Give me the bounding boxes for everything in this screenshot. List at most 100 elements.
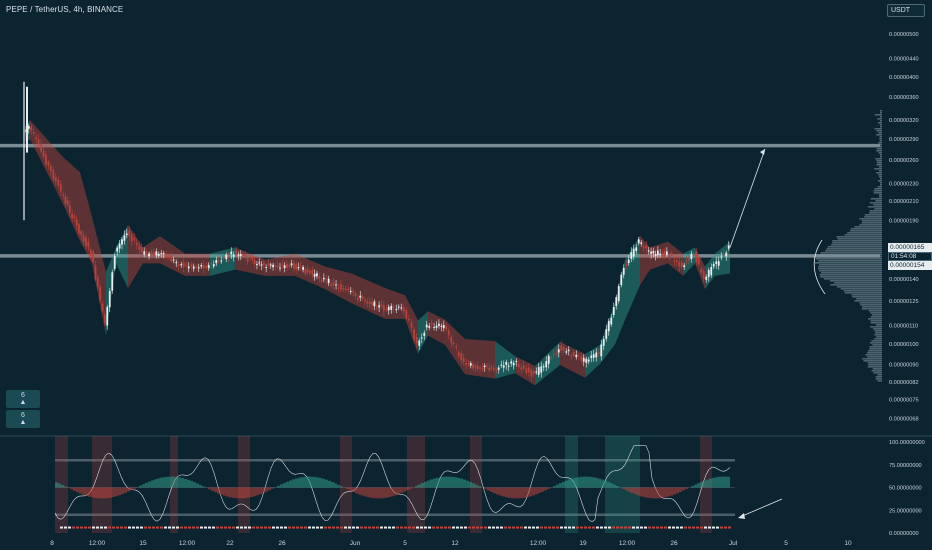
osc-line-segment <box>219 493 224 502</box>
candle-body <box>215 260 218 264</box>
volume-profile-bar <box>873 328 882 330</box>
osc-fill <box>238 487 241 499</box>
indicator-toggle-1[interactable]: 6 ▲ <box>6 390 40 408</box>
osc-fill <box>79 487 82 494</box>
osc-fill <box>625 487 628 491</box>
osc-fill <box>160 477 163 488</box>
osc-fill <box>214 487 217 493</box>
signal-dot <box>580 526 583 529</box>
candle-body <box>602 339 605 346</box>
candle-body <box>617 286 620 301</box>
candle-body <box>225 254 228 260</box>
osc-fill <box>499 487 502 496</box>
candle-body <box>290 263 293 266</box>
osc-fill <box>82 487 85 495</box>
candle-body <box>535 371 538 373</box>
candle-body <box>210 263 213 265</box>
osc-line-segment <box>675 502 680 507</box>
osc-fill <box>265 487 268 492</box>
price-axis-label: 0.00000440 <box>889 56 919 62</box>
candle-body <box>428 326 431 328</box>
indicator-toggle-2[interactable]: 6 ▲ <box>6 410 40 428</box>
osc-line-segment <box>591 519 596 522</box>
signal-dot <box>416 526 419 529</box>
signal-dot <box>396 526 399 529</box>
volume-profile-bar <box>859 224 882 226</box>
osc-line-segment <box>387 481 392 489</box>
osc-line-segment <box>96 467 101 478</box>
osc-line-segment <box>579 497 584 507</box>
osc-fill <box>211 487 214 491</box>
volume-profile-bar <box>831 244 882 246</box>
time-axis-label: 12:00 <box>179 540 196 547</box>
osc-fill <box>649 487 652 499</box>
signal-dot <box>652 526 655 529</box>
signal-dot <box>644 526 647 529</box>
osc-line-segment <box>645 445 650 453</box>
osc-fill <box>424 481 427 488</box>
time-axis-label: 19 <box>579 540 587 547</box>
osc-fill <box>139 485 142 488</box>
osc-fill <box>673 487 676 495</box>
candle-body <box>52 170 55 180</box>
candle-body <box>145 251 148 254</box>
candle-body <box>135 242 138 246</box>
signal-dot <box>576 526 579 529</box>
volume-profile-bar <box>870 322 882 324</box>
osc-fill <box>520 487 523 499</box>
osc-fill <box>85 487 88 496</box>
osc-line-segment <box>225 506 230 510</box>
candle-body <box>172 259 175 261</box>
candle-body <box>96 277 99 287</box>
candle-body <box>94 265 97 280</box>
signal-dot <box>144 526 147 529</box>
currency-selector[interactable]: USDT <box>887 4 925 17</box>
osc-line-segment <box>708 466 713 470</box>
ma-ribbon-segment <box>128 224 143 289</box>
osc-line-segment <box>384 472 389 482</box>
time-axis-label: 5 <box>403 540 407 547</box>
ma-ribbon-segment <box>352 273 385 319</box>
osc-fill <box>439 477 442 488</box>
osc-fill <box>154 479 157 488</box>
candle-body <box>418 340 421 346</box>
candle-body <box>197 267 200 269</box>
osc-fill <box>208 487 211 490</box>
signal-dot <box>488 526 491 529</box>
candle-body <box>382 305 385 311</box>
candle-body <box>675 260 678 263</box>
volume-profile-bar <box>867 366 882 368</box>
osc-line-segment <box>57 517 62 520</box>
osc-fill <box>460 478 463 488</box>
osc-line-segment <box>144 500 149 508</box>
osc-fill <box>421 483 424 488</box>
candle-body <box>555 352 558 354</box>
ma-ribbon-segment <box>668 241 683 276</box>
osc-line-segment <box>444 470 449 472</box>
volume-profile-bar <box>877 374 882 376</box>
volume-profile-bar <box>854 226 882 228</box>
candle-body <box>26 86 28 153</box>
candle-body <box>232 254 235 257</box>
candle-body <box>205 265 208 269</box>
osc-fill <box>655 487 658 499</box>
indicator-value: 6 <box>21 392 25 399</box>
osc-line-segment <box>327 516 332 521</box>
signal-dot <box>244 526 247 529</box>
projection-arrow-head <box>760 149 765 156</box>
candle-body <box>92 251 95 263</box>
signal-dot <box>728 526 731 529</box>
osc-line-segment <box>618 468 623 471</box>
osc-line-segment <box>555 472 560 477</box>
osc-fill <box>133 487 136 489</box>
osc-line-segment <box>678 506 683 512</box>
osc-fill <box>715 477 718 488</box>
osc-zone <box>340 436 352 533</box>
osc-fill <box>724 476 727 488</box>
candle-body <box>71 213 74 219</box>
candle-body <box>77 224 80 234</box>
osc-fill <box>472 483 475 488</box>
osc-fill <box>322 478 325 488</box>
osc-line-segment <box>213 472 218 484</box>
